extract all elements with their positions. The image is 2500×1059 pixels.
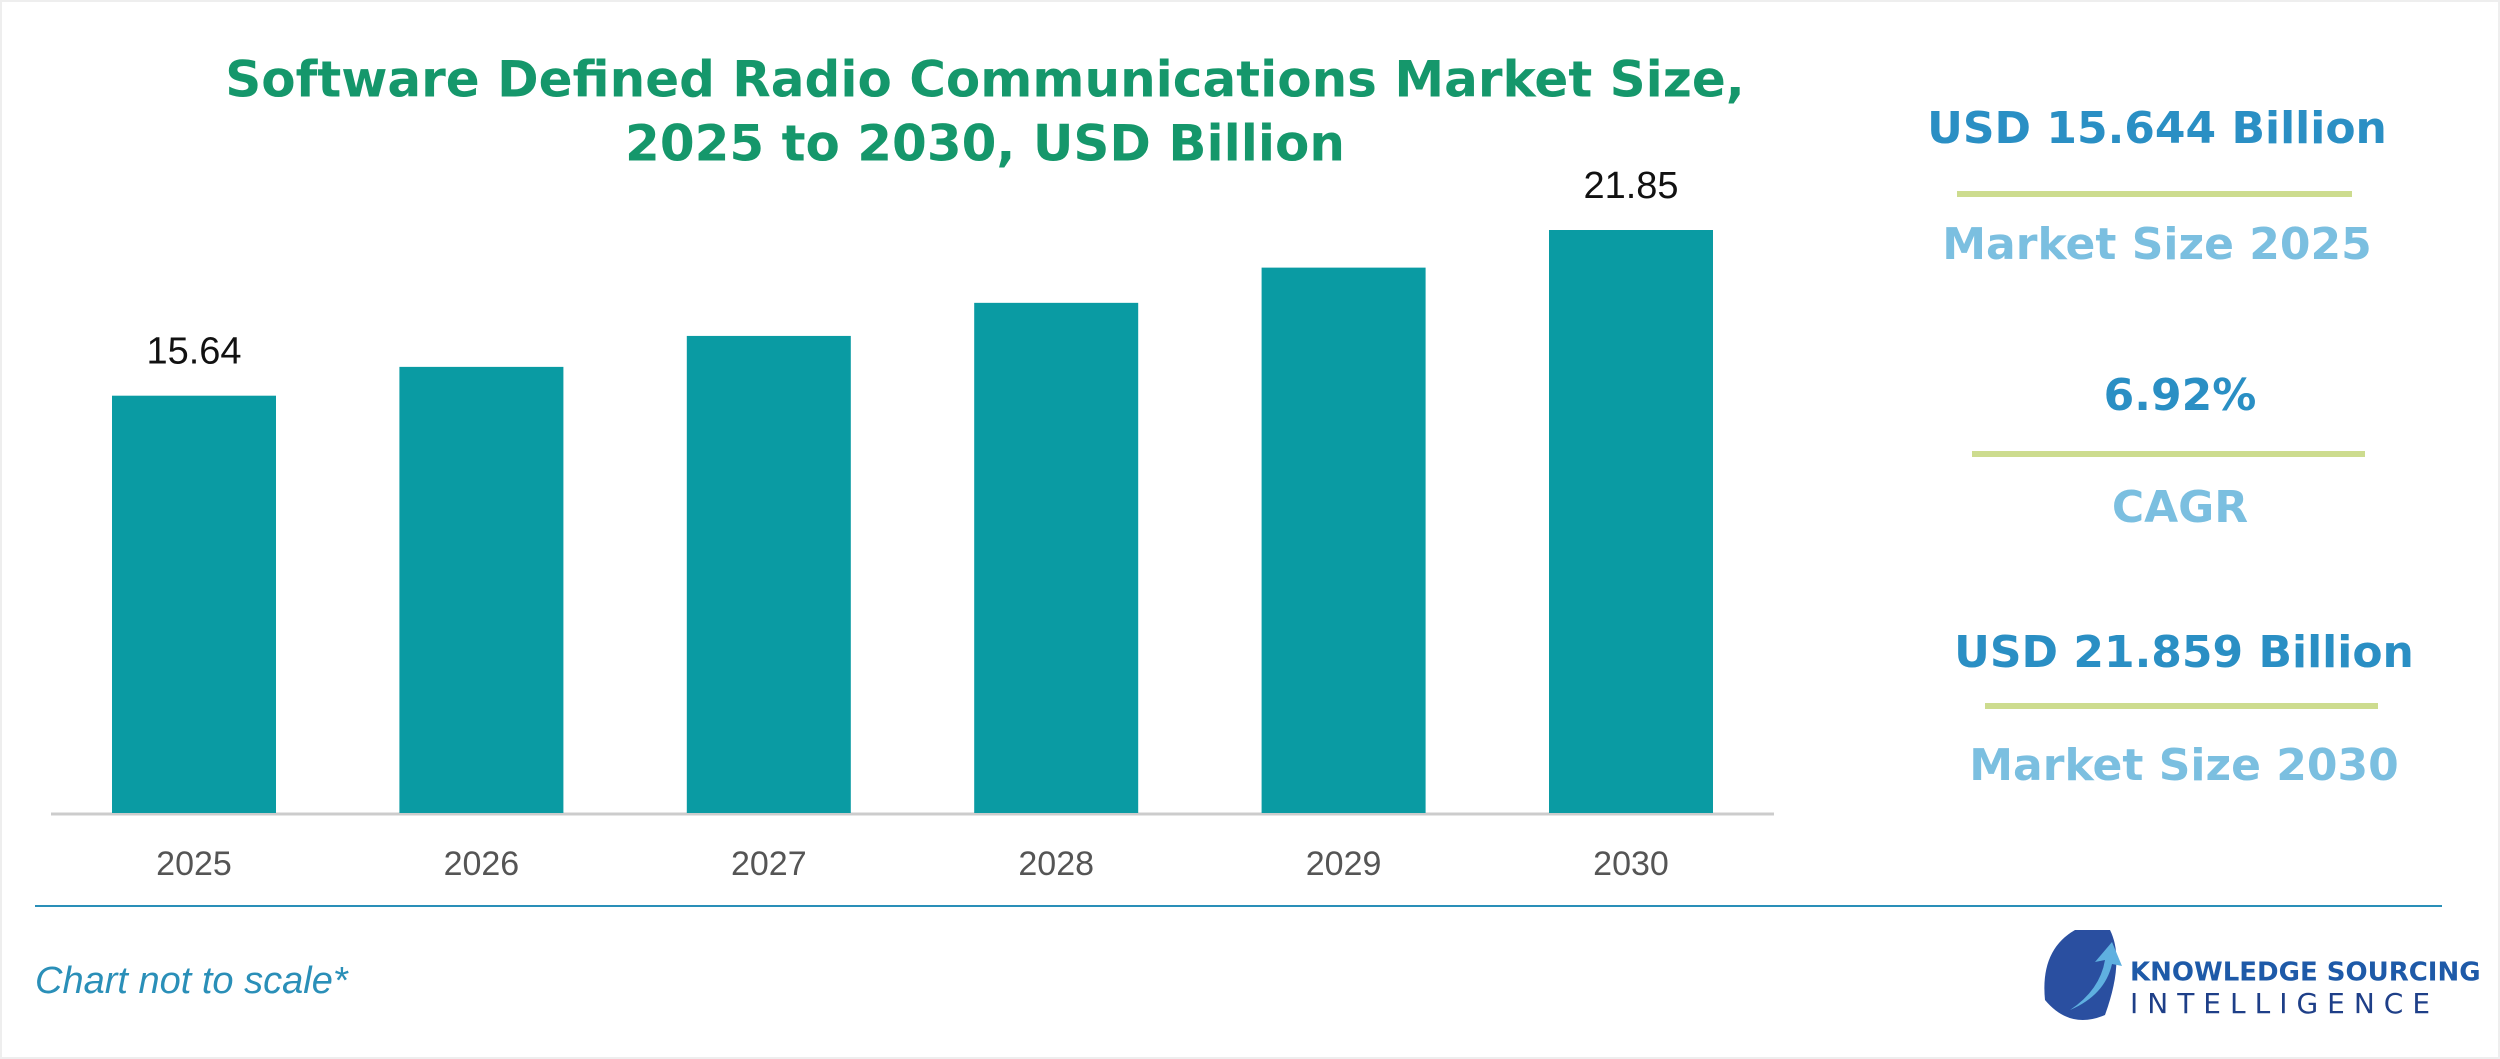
value-label: 15.64: [146, 331, 241, 373]
bar: [112, 395, 276, 813]
bar: [399, 366, 564, 813]
x-tick-label: 2027: [731, 845, 807, 883]
stat-label: CAGR: [2112, 482, 2248, 533]
bar: [686, 335, 851, 813]
logo-arrow: [2070, 942, 2122, 1010]
chart-title: 2025 to 2030, USD Billion: [625, 115, 1345, 173]
stat-value: USD 21.859 Billion: [1954, 627, 2414, 678]
stat-label: Market Size 2025: [1942, 219, 2371, 270]
logo: KNOWLEDGE SOURCING INTELLIGENCE: [2044, 930, 2481, 1020]
logo-text: KNOWLEDGE SOURCING: [2130, 958, 2481, 988]
x-tick-label: 2025: [156, 845, 232, 883]
x-tick-label: 2026: [444, 845, 520, 883]
value-label: 21.85: [1583, 165, 1678, 207]
bar: [1261, 267, 1426, 813]
x-tick-label: 2028: [1018, 845, 1094, 883]
bar: [1549, 230, 1713, 813]
chart-title: Software Defined Radio Communications Ma…: [225, 51, 1745, 109]
footnote: Chart not to scale*: [35, 960, 349, 1002]
x-tick-label: 2029: [1306, 845, 1382, 883]
stat-label: Market Size 2030: [1969, 740, 2398, 791]
logo-icon: [2044, 930, 2117, 1020]
stat-value: USD 15.644 Billion: [1927, 103, 2387, 154]
x-tick-label: 2030: [1593, 845, 1669, 883]
bar: [974, 302, 1139, 813]
logo-text: INTELLIGENCE: [2130, 987, 2439, 1020]
stat-value: 6.92%: [2104, 370, 2257, 421]
